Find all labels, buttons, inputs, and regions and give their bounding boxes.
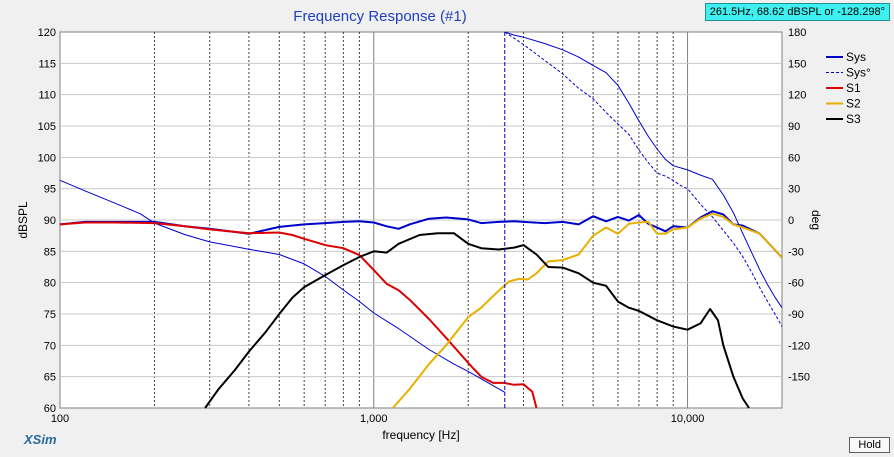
hold-button[interactable]: Hold	[849, 437, 890, 453]
y-tick-label: 80	[44, 278, 56, 290]
series-line-s3	[204, 232, 750, 409]
legend-label: Sys°	[846, 66, 871, 80]
y-tick-label: 90	[44, 215, 56, 227]
y2-tick-label: 30	[788, 184, 800, 196]
xsim-logo: XSim	[24, 432, 57, 447]
y2-tick-label: 90	[788, 121, 800, 133]
chart-title: Frequency Response (#1)	[293, 8, 467, 25]
series-line-s2	[392, 212, 783, 409]
y2-tick-label: -90	[788, 309, 804, 321]
x-tick-label: 100	[51, 413, 69, 425]
legend-label: Sys	[846, 50, 866, 64]
series-line-phase	[59, 179, 506, 393]
y-tick-label: 120	[38, 27, 56, 39]
series-line-s1	[59, 221, 538, 409]
legend-label: S1	[846, 81, 861, 95]
y-tick-label: 70	[44, 340, 56, 352]
y-axis-label: dBSPL	[16, 201, 30, 239]
y-tick-label: 110	[38, 90, 56, 102]
y2-tick-label: -60	[788, 278, 804, 290]
x-axis-label: frequency [Hz]	[382, 428, 459, 442]
y2-tick-label: -150	[788, 372, 810, 384]
y-tick-label: 65	[44, 372, 56, 384]
y2-tick-label: -30	[788, 246, 804, 258]
series-layer	[59, 31, 783, 409]
x-tick-label: 1,000	[360, 413, 388, 425]
y-tick-label: 115	[38, 58, 56, 70]
y2-axis-label: deg	[809, 210, 823, 230]
y2-tick-label: 60	[788, 152, 800, 164]
y2-tick-label: 150	[788, 58, 806, 70]
cursor-readout: 261.5Hz, 68.62 dBSPL or -128.298°	[704, 3, 890, 21]
series-line-phase	[504, 31, 783, 308]
y-tick-label: 85	[44, 246, 56, 258]
y-tick-label: 60	[44, 403, 56, 415]
axis-ticks: 60 65 70 75 80 85 90 95 100 105 110 115 120 -150 -120 -…	[38, 27, 810, 425]
y-tick-label: 95	[44, 184, 56, 196]
y-tick-label: 105	[38, 121, 56, 133]
x-tick-label: 10,000	[671, 413, 705, 425]
y2-tick-label: -120	[788, 340, 810, 352]
y2-tick-label: 180	[788, 27, 806, 39]
y2-tick-label: 0	[788, 215, 794, 227]
legend-label: S2	[846, 97, 861, 111]
legend-label: S3	[846, 112, 861, 126]
y-tick-label: 75	[44, 309, 56, 321]
series-line-sys-phase	[504, 31, 783, 327]
y-tick-label: 100	[38, 152, 56, 164]
y2-tick-label: 120	[788, 90, 806, 102]
